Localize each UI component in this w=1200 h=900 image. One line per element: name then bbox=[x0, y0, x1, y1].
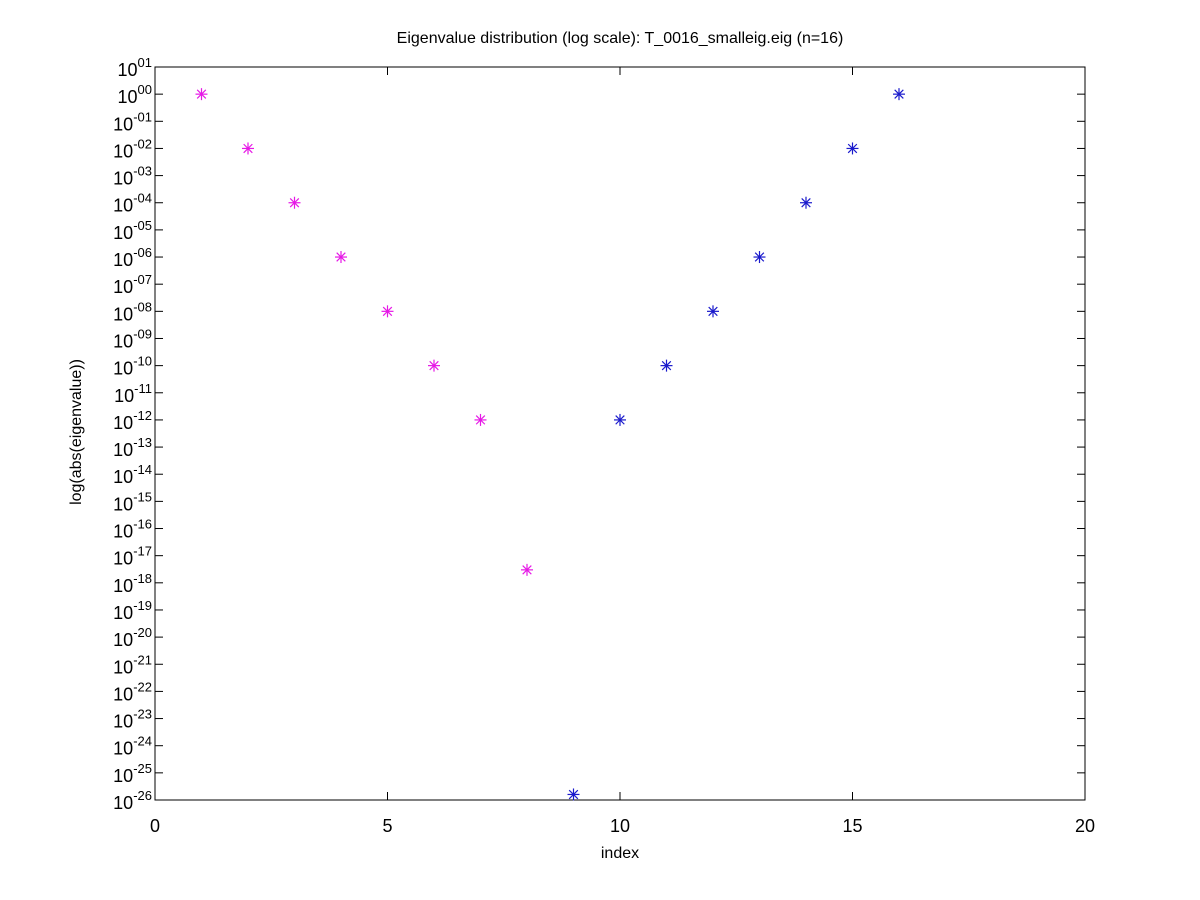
axis-ticks: 0 5 10 15 201001100010-0110-0210-0310-0410-0… bbox=[113, 55, 1095, 836]
data-point bbox=[614, 413, 626, 426]
y-tick-label: 10-13 bbox=[113, 435, 152, 460]
chart-title: Eigenvalue distribution (log scale): T_0… bbox=[397, 30, 844, 47]
data-point bbox=[381, 305, 394, 318]
y-tick-label: 10-01 bbox=[113, 109, 152, 134]
y-tick-label: 10-17 bbox=[113, 544, 152, 569]
plot-area-frame bbox=[154, 66, 1086, 801]
data-point bbox=[195, 88, 208, 101]
y-tick-label: 10-05 bbox=[113, 218, 152, 243]
data-point bbox=[335, 251, 347, 264]
y-tick-label: 10-08 bbox=[113, 299, 152, 324]
y-tick-label: 10-07 bbox=[113, 272, 152, 297]
x-tick-label: 5 bbox=[382, 816, 392, 836]
y-tick-label: 10-18 bbox=[113, 571, 152, 596]
y-tick-label: 1001 bbox=[118, 55, 153, 80]
x-tick-label: 20 bbox=[1075, 816, 1095, 836]
data-point bbox=[707, 305, 719, 318]
data-point bbox=[288, 196, 301, 209]
y-tick-label: 10-14 bbox=[113, 462, 152, 487]
y-tick-label: 10-22 bbox=[113, 679, 152, 704]
y-axis-label: log(abs(eigenvalue)) bbox=[68, 359, 85, 505]
data-point bbox=[567, 788, 580, 801]
data-point bbox=[521, 563, 533, 576]
y-tick-label: 10-03 bbox=[113, 164, 152, 189]
data-point bbox=[428, 359, 440, 372]
y-tick-label: 10-15 bbox=[113, 489, 152, 514]
y-tick-label: 10-06 bbox=[113, 245, 152, 270]
x-tick-label: 0 bbox=[150, 816, 160, 836]
y-tick-label: 10-25 bbox=[113, 761, 152, 786]
y-tick-label: 10-02 bbox=[113, 136, 152, 161]
y-tick-label: 10-19 bbox=[113, 598, 152, 623]
y-tick-label: 10-04 bbox=[113, 191, 152, 216]
y-tick-label: 10-23 bbox=[113, 707, 152, 732]
data-point bbox=[800, 196, 812, 209]
y-tick-label: 10-24 bbox=[113, 734, 152, 759]
data-point bbox=[660, 359, 673, 372]
y-tick-label: 10-16 bbox=[113, 517, 152, 542]
y-tick-label: 10-12 bbox=[113, 408, 152, 433]
data-point bbox=[242, 142, 254, 155]
data-point bbox=[846, 142, 859, 155]
y-tick-label: 10-26 bbox=[113, 788, 152, 813]
y-tick-label: 10-20 bbox=[113, 625, 152, 650]
data-markers bbox=[195, 88, 905, 801]
y-tick-label: 10-11 bbox=[114, 381, 152, 406]
data-point bbox=[474, 413, 487, 426]
x-axis-label: index bbox=[601, 845, 639, 862]
y-tick-label: 10-10 bbox=[113, 354, 152, 379]
y-tick-label: 10-09 bbox=[113, 326, 152, 351]
y-tick-label: 10-21 bbox=[113, 652, 152, 677]
y-tick-label: 1000 bbox=[118, 82, 153, 107]
data-point bbox=[893, 88, 905, 101]
data-point bbox=[753, 251, 766, 264]
x-tick-label: 10 bbox=[610, 816, 630, 836]
x-tick-label: 15 bbox=[842, 816, 862, 836]
